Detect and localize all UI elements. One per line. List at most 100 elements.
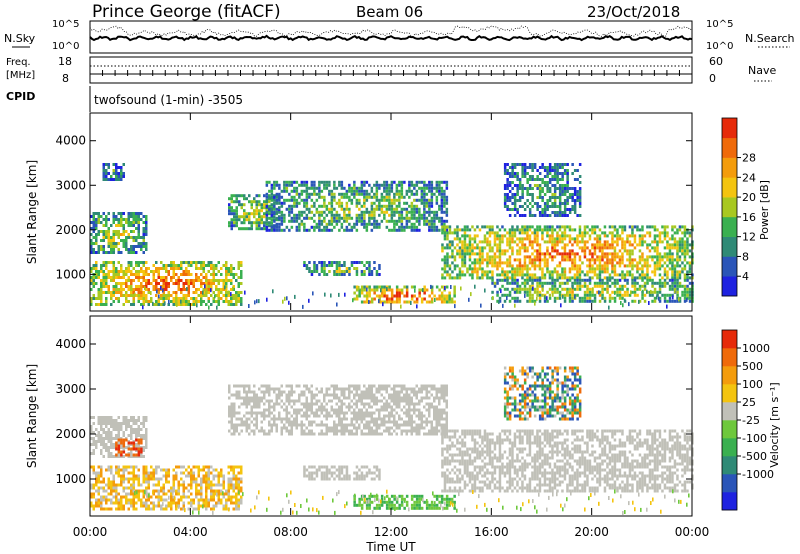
heatmap-cell bbox=[514, 303, 516, 308]
heatmap-cell bbox=[95, 443, 98, 446]
heatmap-cell bbox=[672, 295, 674, 300]
heatmap-cell bbox=[601, 264, 604, 268]
heatmap-cell bbox=[608, 225, 612, 229]
heatmap-cell bbox=[187, 489, 190, 493]
heatmap-cell bbox=[481, 273, 484, 277]
heatmap-cell bbox=[686, 287, 689, 291]
heatmap-cell bbox=[385, 219, 389, 223]
heatmap-cell bbox=[90, 282, 93, 285]
heatmap-cell bbox=[142, 419, 145, 422]
heatmap-cell bbox=[212, 282, 215, 285]
heatmap-cell bbox=[265, 198, 269, 202]
heatmap-cell bbox=[142, 303, 145, 306]
heatmap-cell bbox=[145, 480, 148, 484]
heatmap-cell bbox=[232, 507, 235, 511]
heatmap-cell bbox=[145, 233, 148, 236]
heatmap-cell bbox=[230, 221, 233, 225]
heatmap-cell bbox=[333, 207, 336, 211]
heatmap-cell bbox=[408, 183, 411, 187]
heatmap-cell bbox=[212, 504, 215, 508]
heatmap-cell bbox=[471, 261, 474, 265]
heatmap-cell bbox=[598, 290, 602, 294]
heatmap-cell bbox=[536, 252, 539, 256]
heatmap-cell bbox=[275, 216, 279, 220]
heatmap-cell bbox=[350, 216, 354, 220]
heatmap-cell bbox=[593, 267, 597, 271]
heatmap-cell bbox=[165, 270, 168, 273]
heatmap-cell bbox=[435, 225, 439, 229]
heatmap-cell bbox=[616, 278, 619, 282]
heatmap-cell bbox=[638, 273, 642, 277]
heatmap-cell bbox=[248, 218, 251, 222]
heatmap-cell bbox=[503, 205, 507, 208]
heatmap-cell bbox=[283, 189, 286, 193]
heatmap-cell bbox=[588, 278, 592, 282]
heatmap-cell bbox=[230, 480, 233, 484]
heatmap-cell bbox=[328, 261, 331, 264]
heatmap-cell bbox=[127, 224, 130, 227]
heatmap-cell bbox=[235, 273, 238, 276]
heatmap-cell bbox=[155, 270, 158, 273]
heatmap-cell bbox=[105, 251, 108, 254]
heatmap-cell bbox=[553, 299, 557, 303]
heatmap-cell bbox=[511, 281, 514, 285]
heatmap-cell bbox=[596, 281, 599, 285]
heatmap-cell bbox=[227, 267, 230, 270]
heatmap-cell bbox=[175, 477, 178, 481]
heatmap-cell bbox=[107, 422, 110, 425]
heatmap-cell bbox=[120, 483, 123, 487]
heatmap-cell bbox=[190, 492, 193, 496]
heatmap-cell bbox=[523, 249, 527, 253]
heatmap-cell bbox=[135, 447, 138, 451]
heatmap-cell bbox=[273, 228, 276, 232]
heatmap-cell bbox=[408, 210, 411, 214]
heatmap-cell bbox=[137, 477, 140, 481]
heatmap-cell bbox=[648, 276, 652, 280]
heatmap-cell bbox=[528, 258, 532, 262]
heatmap-cell bbox=[653, 270, 657, 274]
heatmap-cell bbox=[446, 258, 449, 262]
heatmap-cell bbox=[350, 189, 354, 193]
heatmap-cell bbox=[596, 284, 599, 288]
heatmap-cell bbox=[588, 281, 592, 285]
heatmap-cell bbox=[380, 294, 384, 298]
heatmap-cell bbox=[288, 198, 291, 202]
heatmap-cell bbox=[658, 278, 662, 282]
heatmap-cell bbox=[238, 432, 241, 436]
heatmap-cell bbox=[285, 189, 289, 193]
heatmap-cell bbox=[473, 228, 477, 232]
heatmap-cell bbox=[541, 166, 544, 169]
heatmap-cell bbox=[643, 281, 647, 285]
heatmap-cell bbox=[405, 222, 409, 226]
heatmap-cell bbox=[110, 480, 113, 484]
heatmap-cell bbox=[621, 240, 624, 244]
heatmap-cell bbox=[132, 501, 135, 505]
heatmap-cell bbox=[308, 216, 311, 220]
heatmap-cell bbox=[511, 267, 514, 271]
heatmap-cell bbox=[293, 198, 296, 202]
heatmap-cell bbox=[498, 299, 500, 304]
heatmap-cell bbox=[177, 486, 180, 490]
heatmap-cell bbox=[210, 492, 213, 496]
heatmap-cell bbox=[641, 243, 644, 247]
heatmap-cell bbox=[641, 258, 644, 262]
heatmap-cell bbox=[538, 211, 542, 214]
heatmap-cell bbox=[220, 468, 223, 472]
heatmap-cell bbox=[97, 233, 100, 236]
heatmap-cell bbox=[400, 288, 404, 292]
heatmap-cell bbox=[578, 278, 582, 282]
heatmap-cell bbox=[288, 210, 291, 214]
heatmap-cell bbox=[561, 255, 564, 259]
heatmap-cell bbox=[220, 501, 223, 505]
heatmap-cell bbox=[496, 267, 499, 271]
heatmap-cell bbox=[330, 192, 334, 196]
heatmap-cell bbox=[518, 273, 522, 277]
heatmap-cell bbox=[318, 261, 321, 264]
heatmap-cell bbox=[430, 189, 434, 193]
heatmap-cell bbox=[440, 204, 444, 208]
heatmap-cell bbox=[370, 273, 374, 276]
heatmap-cell bbox=[205, 276, 208, 279]
heatmap-cell bbox=[227, 300, 230, 303]
heatmap-cell bbox=[230, 197, 233, 201]
heatmap-cell bbox=[385, 210, 389, 214]
